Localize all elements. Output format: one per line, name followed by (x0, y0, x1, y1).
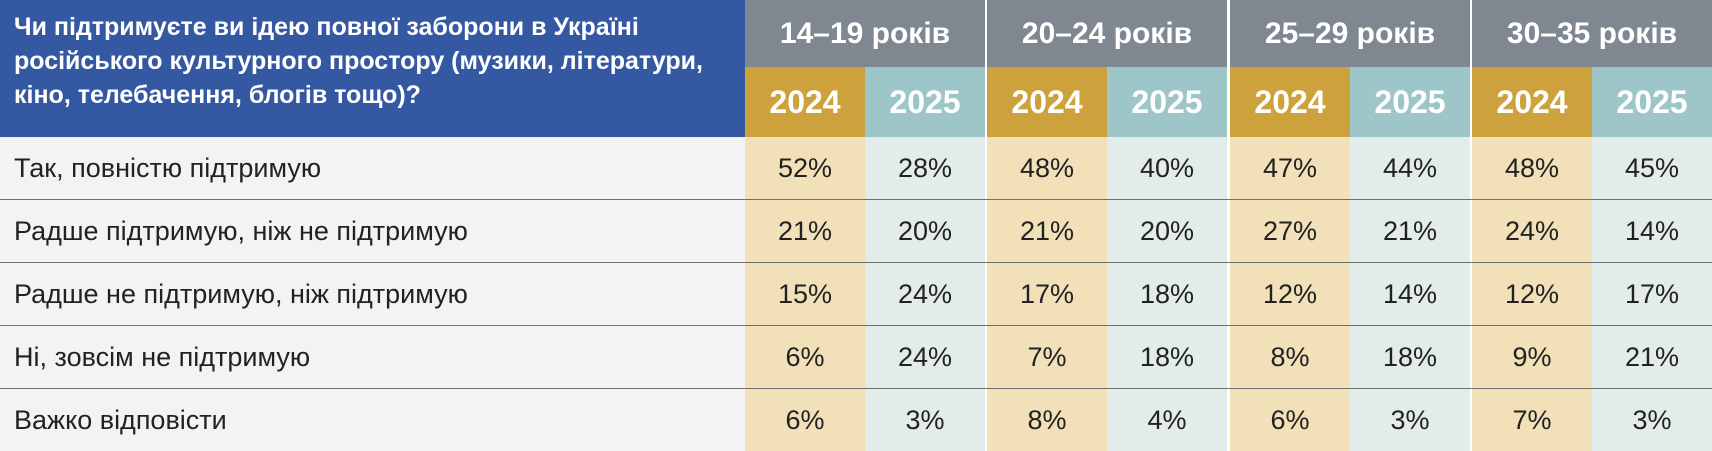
row-label-bg (0, 200, 745, 262)
data-cell: 7% (1472, 389, 1592, 451)
year-header: 2024 (1230, 67, 1350, 137)
row-label: Радше не підтримую, ніж підтримую (14, 278, 468, 309)
year-header: 2024 (1472, 67, 1592, 137)
data-cell: 20% (865, 200, 985, 262)
year-header-row: 2024 2025 (987, 67, 1227, 137)
age-group-header: 30–35 років (1472, 0, 1712, 67)
year-header-row: 2024 2025 (1230, 67, 1470, 137)
age-group-header: 14–19 років (745, 0, 985, 67)
data-cell: 24% (865, 263, 985, 325)
data-cell: 48% (987, 137, 1107, 199)
year-header: 2024 (987, 67, 1107, 137)
data-cell: 6% (745, 389, 865, 451)
row-label: Ні, зовсім не підтримую (14, 341, 311, 372)
year-header: 2025 (1350, 67, 1470, 137)
year-header-row: 2024 2025 (1472, 67, 1712, 137)
row-divider (0, 262, 1712, 263)
row-label-bg (0, 389, 745, 451)
row-label: Так, повністю підтримую (14, 152, 322, 183)
data-cell: 17% (1592, 263, 1712, 325)
data-cell: 20% (1107, 200, 1227, 262)
year-header: 2025 (1107, 67, 1227, 137)
data-cell: 24% (865, 326, 985, 388)
data-cell: 12% (1230, 263, 1350, 325)
data-cell: 3% (865, 389, 985, 451)
data-cell: 12% (1472, 263, 1592, 325)
data-cell: 8% (1230, 326, 1350, 388)
data-cell: 18% (1107, 326, 1227, 388)
data-cell: 28% (865, 137, 985, 199)
data-cell: 21% (1350, 200, 1470, 262)
age-group-header: 25–29 років (1230, 0, 1470, 67)
data-cell: 9% (1472, 326, 1592, 388)
age-group-column: 14–19 років 2024 2025 (745, 0, 985, 446)
year-header: 2025 (1592, 67, 1712, 137)
data-cell: 21% (1592, 326, 1712, 388)
row-label-bg (0, 263, 745, 325)
row-label: Радше підтримую, ніж не підтримую (14, 215, 468, 246)
data-cell: 47% (1230, 137, 1350, 199)
row-divider (0, 199, 1712, 200)
data-cell: 24% (1472, 200, 1592, 262)
row-label-bg (0, 326, 745, 388)
data-cell: 8% (987, 389, 1107, 451)
data-cell: 21% (745, 200, 865, 262)
data-cell: 18% (1350, 326, 1470, 388)
data-cell: 14% (1592, 200, 1712, 262)
data-cell: 6% (1230, 389, 1350, 451)
data-cell: 48% (1472, 137, 1592, 199)
data-cell: 4% (1107, 389, 1227, 451)
year-header: 2024 (745, 67, 865, 137)
row-label-bg (0, 137, 745, 199)
age-group-column: 25–29 років 2024 2025 (1230, 0, 1470, 446)
data-cell: 3% (1350, 389, 1470, 451)
data-cell: 21% (987, 200, 1107, 262)
data-cell: 45% (1592, 137, 1712, 199)
age-group-column: 20–24 років 2024 2025 (987, 0, 1227, 446)
row-divider (0, 388, 1712, 389)
data-cell: 52% (745, 137, 865, 199)
data-cell: 15% (745, 263, 865, 325)
data-cell: 44% (1350, 137, 1470, 199)
row-divider (0, 325, 1712, 326)
age-group-column: 30–35 років 2024 2025 (1472, 0, 1712, 446)
data-cell: 18% (1107, 263, 1227, 325)
data-cell: 7% (987, 326, 1107, 388)
data-cell: 40% (1107, 137, 1227, 199)
data-cell: 6% (745, 326, 865, 388)
age-group-header: 20–24 років (987, 0, 1227, 67)
year-header-row: 2024 2025 (745, 67, 985, 137)
data-cell: 14% (1350, 263, 1470, 325)
data-cell: 27% (1230, 200, 1350, 262)
data-cell: 3% (1592, 389, 1712, 451)
question-header: Чи підтримуєте ви ідею повної заборони в… (0, 0, 745, 137)
year-header: 2025 (865, 67, 985, 137)
data-cell: 17% (987, 263, 1107, 325)
row-label: Важко відповісти (14, 404, 227, 435)
